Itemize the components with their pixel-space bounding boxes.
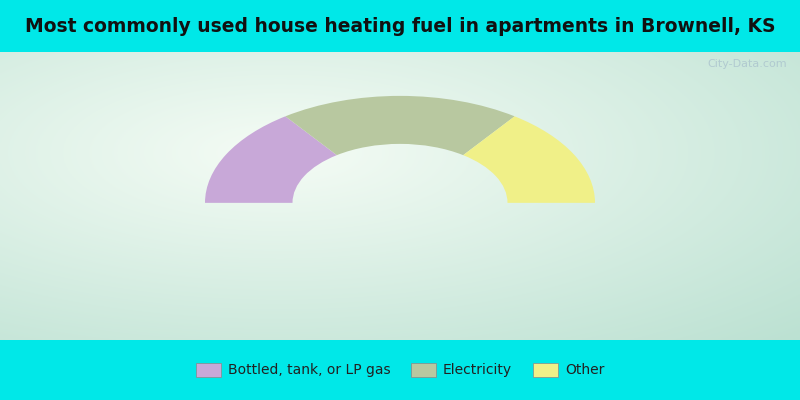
Wedge shape <box>286 96 514 155</box>
Wedge shape <box>205 116 337 203</box>
Wedge shape <box>463 116 595 203</box>
Text: City-Data.com: City-Data.com <box>708 59 787 69</box>
Text: Most commonly used house heating fuel in apartments in Brownell, KS: Most commonly used house heating fuel in… <box>25 16 775 36</box>
Legend: Bottled, tank, or LP gas, Electricity, Other: Bottled, tank, or LP gas, Electricity, O… <box>189 356 611 384</box>
